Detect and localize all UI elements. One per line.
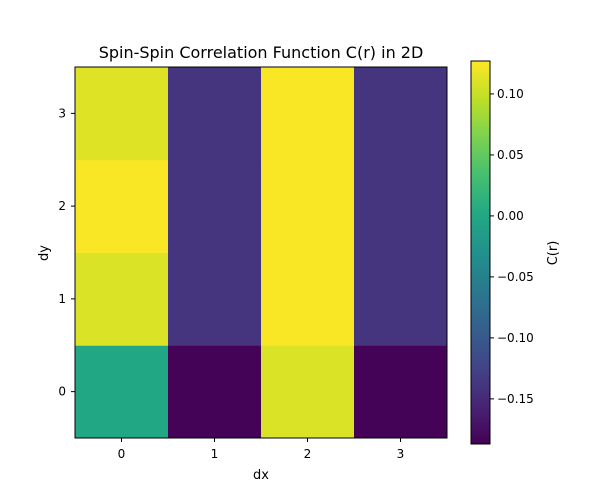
heatmap-cell <box>75 67 169 161</box>
x-axis-label: dx <box>253 468 269 483</box>
x-axis-ticks: 0 1 2 3 <box>118 438 405 461</box>
heatmap-cell <box>168 159 262 253</box>
colorbar-tick-label: −0.15 <box>497 392 534 406</box>
y-tick-label: 2 <box>58 199 66 213</box>
heatmap-cell <box>168 252 262 346</box>
heatmap-cell <box>354 67 448 161</box>
heatmap-cell <box>261 345 355 439</box>
heatmap-cell <box>75 345 169 439</box>
heatmap-cell <box>168 67 262 161</box>
heatmap-cell <box>354 345 448 439</box>
y-axis-label: dy <box>37 245 52 261</box>
heatmap-cell <box>168 345 262 439</box>
heatmap-cell <box>261 159 355 253</box>
colorbar <box>470 60 491 445</box>
y-axis-ticks: 0 1 2 3 <box>58 106 75 399</box>
colorbar-label: C(r) <box>546 241 561 266</box>
heatmap-cells <box>75 67 448 439</box>
colorbar-ticks: 0.10 0.05 0.00 −0.05 −0.10 −0.15 <box>490 87 534 406</box>
y-tick-label: 1 <box>58 292 66 306</box>
colorbar-tick-label: 0.00 <box>497 209 524 223</box>
heatmap-cell <box>354 252 448 346</box>
colorbar-tick-label: 0.10 <box>497 87 524 101</box>
x-tick-label: 2 <box>304 447 312 461</box>
heatmap-cell <box>261 67 355 161</box>
colorbar-tick-label: −0.05 <box>497 270 534 284</box>
heatmap-cell <box>75 159 169 253</box>
y-tick-label: 0 <box>58 385 66 399</box>
heatmap-cell <box>261 252 355 346</box>
y-tick-label: 3 <box>58 106 66 120</box>
chart-title: Spin-Spin Correlation Function C(r) in 2… <box>99 43 424 62</box>
heatmap-cell <box>75 252 169 346</box>
x-tick-label: 1 <box>211 447 219 461</box>
colorbar-tick-label: 0.05 <box>497 148 524 162</box>
colorbar-tick-label: −0.10 <box>497 331 534 345</box>
plot-frame <box>74 66 448 439</box>
heatmap-cell <box>354 159 448 253</box>
x-tick-label: 3 <box>397 447 405 461</box>
x-tick-label: 0 <box>118 447 126 461</box>
